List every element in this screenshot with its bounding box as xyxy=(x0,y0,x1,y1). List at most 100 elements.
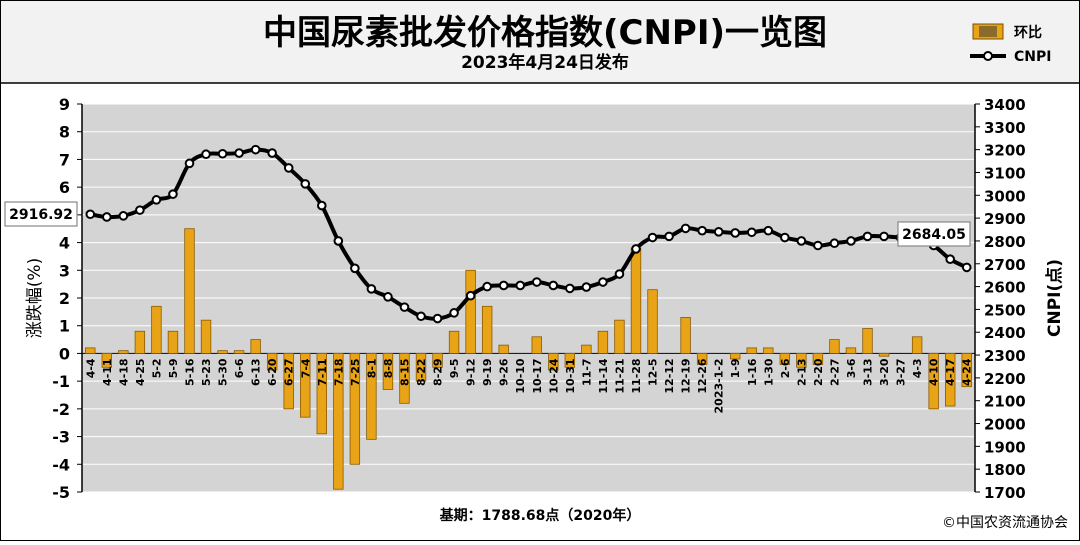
bar xyxy=(911,336,923,354)
legend-bar-swatch-inner xyxy=(979,26,997,37)
left-tick-label: 7 xyxy=(59,150,70,169)
bar xyxy=(498,344,509,354)
left-tick-label: -4 xyxy=(52,455,70,474)
right-tick-label: 3400 xyxy=(984,96,1026,114)
cnpi-marker xyxy=(300,179,311,189)
right-tick-label: 3200 xyxy=(984,142,1026,160)
cnpi-marker xyxy=(316,200,327,211)
bar xyxy=(233,350,245,354)
left-tick-label: -3 xyxy=(52,428,70,447)
bar xyxy=(118,350,129,354)
legend: 环比 CNPI xyxy=(970,23,1051,65)
category-label: 10-31 xyxy=(564,358,577,393)
category-label: 4-18 xyxy=(117,358,130,386)
cnpi-marker xyxy=(168,189,178,199)
right-tick-label: 2600 xyxy=(984,279,1026,297)
right-axis-label: CNPI(点) xyxy=(1044,259,1065,337)
category-label: 2-6 xyxy=(779,358,792,378)
category-label: 11-28 xyxy=(630,358,643,393)
category-label: 4-4 xyxy=(84,358,97,378)
bar xyxy=(779,353,791,365)
cnpi-marker xyxy=(201,149,211,160)
left-tick-label: 9 xyxy=(59,95,70,114)
base-period-note: 基期：1788.68点（2020年） xyxy=(440,507,641,524)
right-tick-label: 2700 xyxy=(984,256,1026,274)
left-tick-label: 2 xyxy=(59,289,70,308)
category-label: 5-23 xyxy=(200,358,213,386)
bar xyxy=(415,353,427,382)
category-label: 1-16 xyxy=(746,358,759,386)
cnpi-marker xyxy=(102,212,112,222)
cnpi-marker xyxy=(366,284,377,294)
bar xyxy=(564,353,576,368)
bar xyxy=(250,339,261,354)
bar xyxy=(481,305,493,354)
bar xyxy=(134,330,146,354)
category-label: 4-17 xyxy=(944,358,957,386)
right-tick-label: 2400 xyxy=(984,324,1026,342)
right-tick-label: 2500 xyxy=(984,301,1026,319)
category-label: 6-20 xyxy=(266,358,279,386)
cnpi-marker xyxy=(234,148,244,158)
cnpi-marker xyxy=(85,209,96,220)
category-label: 7-11 xyxy=(316,358,329,386)
category-label: 1-30 xyxy=(762,358,775,386)
cnpi-marker xyxy=(515,280,526,291)
bar xyxy=(333,353,344,490)
cnpi-marker xyxy=(862,231,873,242)
copyright-note: ©中国农资流通协会 xyxy=(942,515,1068,531)
category-label: 8-1 xyxy=(365,358,378,378)
right-tick-label: 3100 xyxy=(984,164,1026,182)
bar xyxy=(151,305,162,354)
category-label: 7-4 xyxy=(299,358,312,378)
cnpi-marker xyxy=(498,280,509,291)
left-tick-label: 4 xyxy=(59,234,70,253)
category-label: 7-25 xyxy=(349,358,362,386)
bar xyxy=(448,330,460,354)
left-tick-label: -1 xyxy=(52,372,70,391)
category-label: 9-12 xyxy=(465,358,478,386)
legend-line-marker xyxy=(983,51,993,61)
bar xyxy=(845,347,857,354)
bar xyxy=(548,353,559,371)
cnpi-marker xyxy=(465,290,476,301)
cnpi-marker xyxy=(680,223,691,234)
category-label: 7-18 xyxy=(332,358,345,386)
bar xyxy=(630,247,642,354)
cnpi-marker xyxy=(151,195,162,205)
right-tick-label: 2000 xyxy=(984,416,1026,434)
left-tick-label: -5 xyxy=(52,483,70,502)
category-label: 9-26 xyxy=(498,358,511,386)
cnpi-marker xyxy=(796,236,807,246)
category-label: 3-20 xyxy=(878,358,891,386)
cnpi-marker xyxy=(482,281,492,292)
cnpi-marker xyxy=(780,232,790,243)
cnpi-marker xyxy=(432,313,443,324)
right-axis-ticks: 1700 1800 1900 2000 2100 2200 2300 2400 2500 2600… xyxy=(975,96,1026,502)
category-label: 2-27 xyxy=(828,358,841,386)
cnpi-marker xyxy=(217,148,228,159)
callout-start: 2916.92 xyxy=(4,201,78,227)
bar xyxy=(862,328,873,354)
bar xyxy=(928,353,939,410)
bar xyxy=(812,353,824,365)
category-label: 6-13 xyxy=(250,358,263,386)
annotations: 2916.92 2684.05 xyxy=(4,201,971,247)
category-label: 11-14 xyxy=(597,358,610,394)
cnpi-marker xyxy=(565,283,575,294)
right-tick-label: 2800 xyxy=(984,233,1026,251)
cnpi-marker xyxy=(631,244,641,254)
category-label: 5-9 xyxy=(167,358,180,378)
bar xyxy=(266,353,278,371)
left-tick-label: -2 xyxy=(52,400,70,419)
bar xyxy=(829,339,840,354)
category-label: 3-27 xyxy=(895,358,908,386)
bar xyxy=(730,353,741,360)
bar xyxy=(531,336,542,354)
bar xyxy=(432,353,443,368)
category-label: 12-26 xyxy=(696,358,709,394)
category-label: 5-2 xyxy=(150,358,163,378)
chart-subtitle: 2023年4月24日发布 xyxy=(461,52,629,73)
